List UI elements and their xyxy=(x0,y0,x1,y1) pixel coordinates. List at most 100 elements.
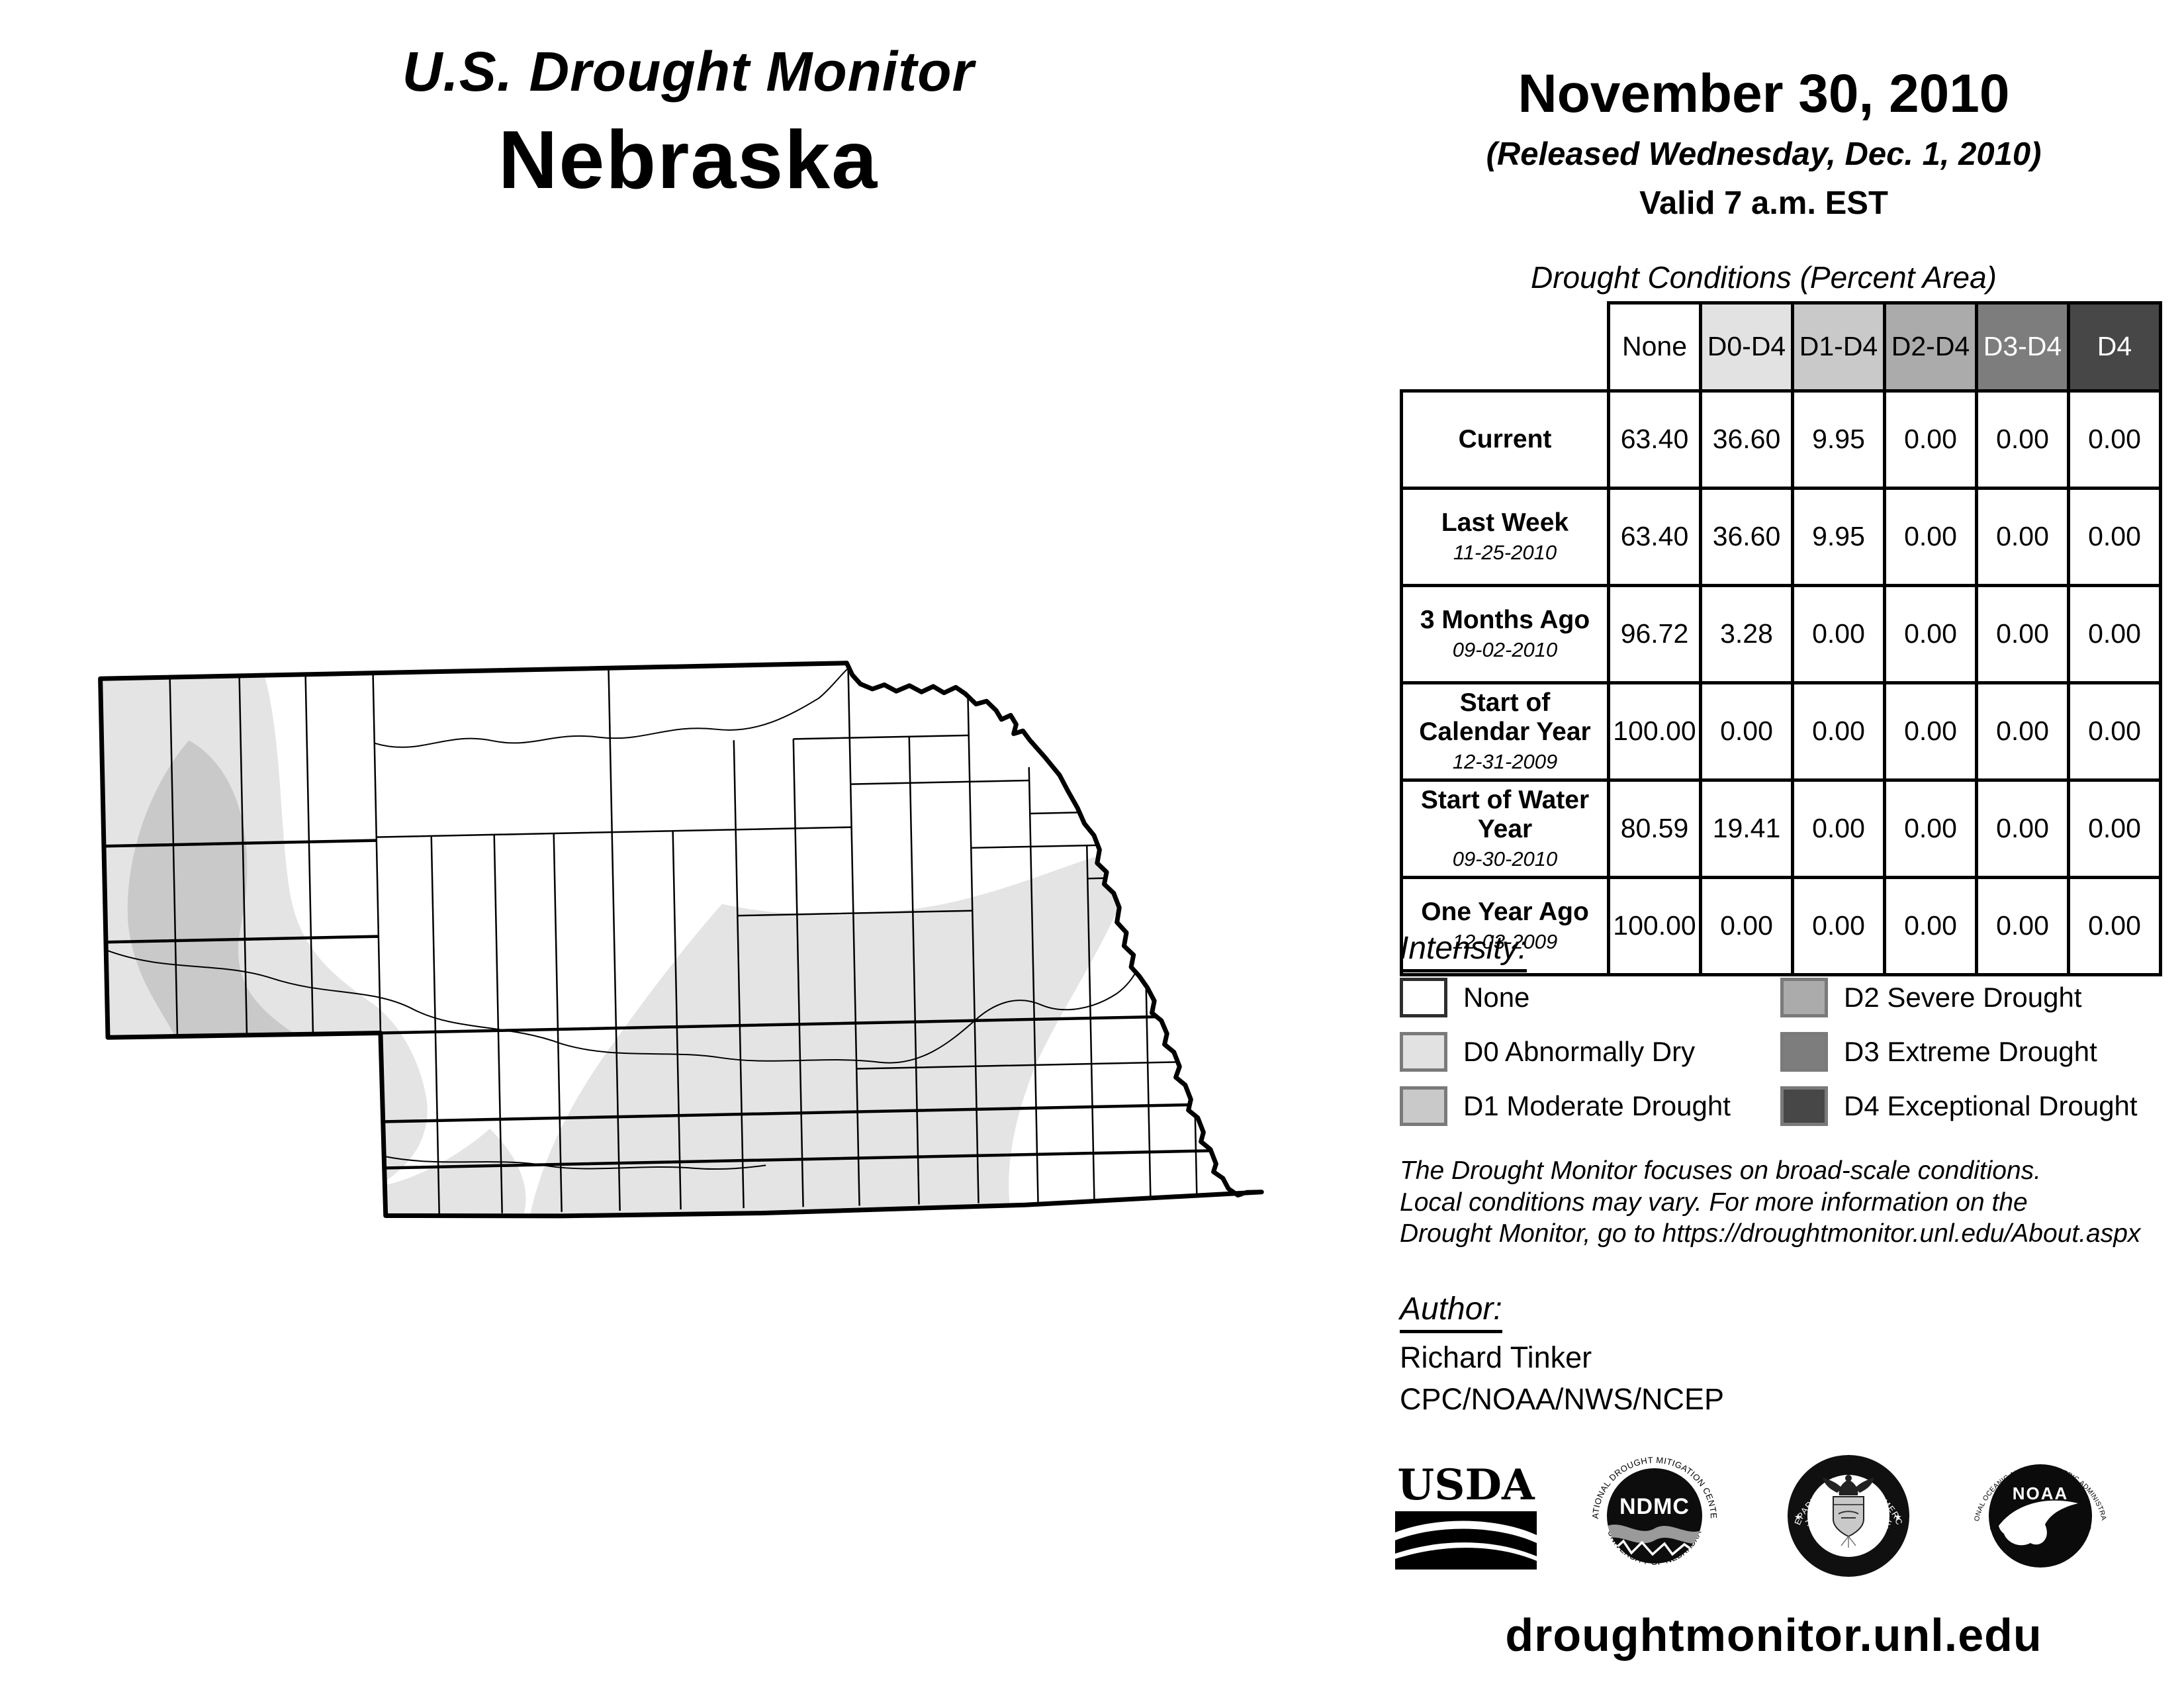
row-label-one-year-ago: One Year Ago 12-03-2009 xyxy=(1400,875,1610,976)
value-cell: 0.00 xyxy=(1975,778,2070,879)
value-cell: 0.00 xyxy=(1975,875,2070,976)
column-header-d3d4: D3-D4 xyxy=(1975,301,2070,393)
value-cell: 0.00 xyxy=(1883,875,1978,976)
none-swatch-icon xyxy=(1400,978,1447,1017)
value-cell: 9.95 xyxy=(1791,486,1886,587)
table-row: Start of Water Year 09-30-2010 80.59 19.… xyxy=(1400,778,2162,879)
rivers xyxy=(105,667,1139,1170)
division-boundaries xyxy=(103,839,1261,1170)
value-cell: 0.00 xyxy=(1883,389,1978,490)
row-label-start-water-year: Start of Water Year 09-30-2010 xyxy=(1400,778,1610,879)
state-name: Nebraska xyxy=(498,115,879,206)
value-cell: 63.40 xyxy=(1607,389,1702,490)
row-label-current: Current xyxy=(1400,389,1610,490)
column-header-d4: D4 xyxy=(2067,301,2162,393)
value-cell: 0.00 xyxy=(2067,778,2162,879)
noaa-center-text: NOAA xyxy=(2013,1483,2069,1503)
value-cell: 0.00 xyxy=(1975,583,2070,684)
table-header-row: None D0-D4 D1-D4 D2-D4 D3-D4 D4 xyxy=(1401,301,2162,393)
value-cell: 0.00 xyxy=(1883,680,1978,782)
value-cell: 0.00 xyxy=(1975,486,2070,587)
ndmc-center-text: NDMC xyxy=(1619,1494,1690,1519)
value-cell: 0.00 xyxy=(1883,778,1978,879)
valid-line: Valid 7 a.m. EST xyxy=(1639,185,1888,221)
value-cell: 0.00 xyxy=(2067,680,2162,782)
noaa-bird-icon xyxy=(1999,1500,2078,1546)
row-label-start-calendar-year: Start of Calendar Year 12-31-2009 xyxy=(1400,680,1610,782)
doc-eagle-emblem xyxy=(1823,1475,1874,1548)
legend-item-d1: D1 Moderate Drought xyxy=(1400,1086,1731,1126)
value-cell: 0.00 xyxy=(1791,875,1886,976)
value-cell: 100.00 xyxy=(1607,680,1702,782)
nebraska-drought-map xyxy=(93,652,1304,1268)
doc-star-right: ★ xyxy=(1894,1512,1902,1522)
legend-item-d2: D2 Severe Drought xyxy=(1780,978,2082,1017)
value-cell: 36.60 xyxy=(1699,486,1794,587)
column-header-d1d4: D1-D4 xyxy=(1791,301,1886,393)
value-cell: 63.40 xyxy=(1607,486,1702,587)
row-label-3-months-ago: 3 Months Ago 09-02-2010 xyxy=(1400,583,1610,684)
legend-item-d0: D0 Abnormally Dry xyxy=(1400,1032,1695,1072)
value-cell: 0.00 xyxy=(1791,583,1886,684)
released-line: (Released Wednesday, Dec. 1, 2010) xyxy=(1486,136,2042,172)
column-header-none: None xyxy=(1607,301,1702,393)
value-cell: 100.00 xyxy=(1607,875,1702,976)
value-cell: 3.28 xyxy=(1699,583,1794,684)
d2-swatch-icon xyxy=(1780,978,1828,1017)
legend-item-none: None xyxy=(1400,978,1529,1017)
doc-star-left: ★ xyxy=(1794,1512,1802,1522)
value-cell: 0.00 xyxy=(1883,486,1978,587)
site-url: droughtmonitor.unl.edu xyxy=(1505,1609,2042,1661)
d4-swatch-icon xyxy=(1780,1086,1828,1126)
author-heading: Author: xyxy=(1400,1291,1502,1333)
state-outline xyxy=(98,661,1264,1219)
usda-logo: USDA xyxy=(1390,1460,1542,1577)
column-header-d0d4: D0-D4 xyxy=(1699,301,1794,393)
value-cell: 0.00 xyxy=(2067,583,2162,684)
value-cell: 0.00 xyxy=(1699,680,1794,782)
d0-swatch-icon xyxy=(1400,1032,1447,1072)
value-cell: 0.00 xyxy=(2067,389,2162,490)
d1-swatch-icon xyxy=(1400,1086,1447,1126)
d1-region-west xyxy=(127,740,296,1038)
value-cell: 0.00 xyxy=(1699,875,1794,976)
row-label-last-week: Last Week 11-25-2010 xyxy=(1400,486,1610,587)
page-title: U.S. Drought Monitor xyxy=(402,40,975,103)
value-cell: 0.00 xyxy=(1975,680,2070,782)
republican-river xyxy=(383,1155,766,1170)
date-block: November 30, 2010 (Released Wednesday, D… xyxy=(1377,63,2151,222)
department-of-commerce-seal: DEPARTMENT OF COMMERCE UNITED STATES OF … xyxy=(1772,1440,1925,1592)
value-cell: 0.00 xyxy=(2067,875,2162,976)
disclaimer: The Drought Monitor focuses on broad-sca… xyxy=(1400,1156,2141,1248)
table-row: 3 Months Ago 09-02-2010 96.72 3.28 0.00 … xyxy=(1400,583,2162,684)
ndmc-logo: NATIONAL DROUGHT MITIGATION CENTER UNIVE… xyxy=(1578,1440,1731,1592)
legend-item-d3: D3 Extreme Drought xyxy=(1780,1032,2097,1072)
d3-swatch-icon xyxy=(1780,1032,1828,1072)
table-caption: Drought Conditions (Percent Area) xyxy=(1531,260,1997,295)
value-cell: 0.00 xyxy=(2067,486,2162,587)
value-cell: 96.72 xyxy=(1607,583,1702,684)
title-block: U.S. Drought Monitor Nebraska xyxy=(199,40,1178,207)
table-row: One Year Ago 12-03-2009 100.00 0.00 0.00… xyxy=(1400,875,2162,976)
report-date: November 30, 2010 xyxy=(1518,64,2010,124)
platte-river xyxy=(105,949,1139,1064)
value-cell: 19.41 xyxy=(1699,778,1794,879)
niobrara-river xyxy=(374,667,849,748)
usda-logo-text: USDA xyxy=(1397,1460,1535,1510)
value-cell: 0.00 xyxy=(1883,583,1978,684)
table-corner-cell xyxy=(1401,303,1609,391)
intensity-heading: Intensity: xyxy=(1400,930,1527,972)
value-cell: 80.59 xyxy=(1607,778,1702,879)
table-row: Last Week 11-25-2010 63.40 36.60 9.95 0.… xyxy=(1400,486,2162,587)
drought-conditions-table: None D0-D4 D1-D4 D2-D4 D3-D4 D4 Current … xyxy=(1400,301,2162,976)
column-header-d2d4: D2-D4 xyxy=(1883,301,1978,393)
county-lines xyxy=(169,663,1261,1215)
value-cell: 9.95 xyxy=(1791,389,1886,490)
author-org: CPC/NOAA/NWS/NCEP xyxy=(1400,1382,1725,1416)
value-cell: 36.60 xyxy=(1699,389,1794,490)
value-cell: 0.00 xyxy=(1791,680,1886,782)
legend-item-d4: D4 Exceptional Drought xyxy=(1780,1086,2138,1126)
author-name: Richard Tinker xyxy=(1400,1340,1592,1374)
table-row: Start of Calendar Year 12-31-2009 100.00… xyxy=(1400,680,2162,782)
